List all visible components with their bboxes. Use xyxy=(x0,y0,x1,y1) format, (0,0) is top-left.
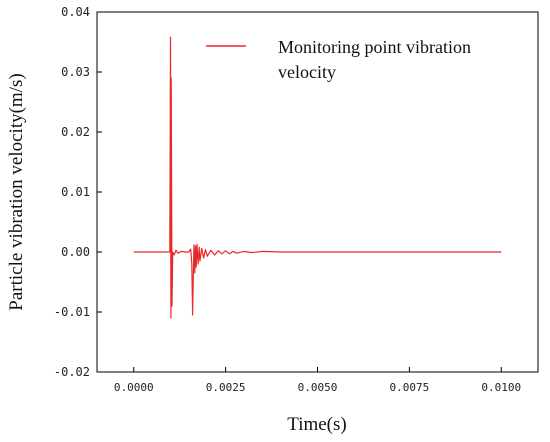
y-axis-ticks: -0.02 -0.01 0.00 0.01 0.02 0.03 0.04 xyxy=(54,5,102,379)
series-line xyxy=(133,36,502,319)
series-layer xyxy=(133,36,502,319)
y-tick-label: 0.04 xyxy=(61,5,90,19)
y-tick-label: 0.03 xyxy=(61,65,90,79)
y-axis-label: Particle vibration velocity(m/s) xyxy=(6,73,27,310)
x-tick-label: 0.0075 xyxy=(390,381,430,394)
legend: Monitoring point vibration velocity xyxy=(206,37,476,82)
x-tick-label: 0.0000 xyxy=(114,381,154,394)
y-tick-label: 0.01 xyxy=(61,185,90,199)
x-axis-label: Time(s) xyxy=(287,414,346,435)
legend-label: Monitoring point vibration velocity xyxy=(278,37,476,82)
x-tick-label: 0.0100 xyxy=(481,381,521,394)
y-tick-label: 0.02 xyxy=(61,125,90,139)
x-tick-label: 0.0050 xyxy=(298,381,338,394)
y-tick-label: 0.00 xyxy=(61,245,90,259)
x-axis-ticks: 0.0000 0.0025 0.0050 0.0075 0.0100 xyxy=(114,367,521,394)
x-tick-label: 0.0025 xyxy=(206,381,246,394)
y-tick-label: -0.01 xyxy=(54,305,90,319)
y-tick-label: -0.02 xyxy=(54,365,90,379)
